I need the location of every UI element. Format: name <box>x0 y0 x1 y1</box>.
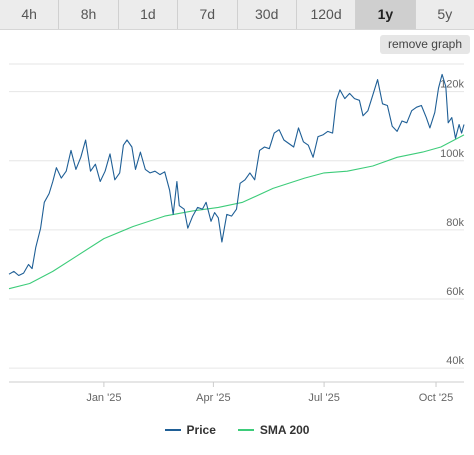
tab-120d[interactable]: 120d <box>296 0 357 29</box>
tab-30d[interactable]: 30d <box>237 0 297 29</box>
tab-5y[interactable]: 5y <box>415 0 474 29</box>
chart-legend: Price SMA 200 <box>0 421 474 439</box>
legend-item-price[interactable]: Price <box>164 423 216 437</box>
y-tick-label: 100k <box>440 148 464 160</box>
tab-4h[interactable]: 4h <box>0 0 60 29</box>
y-tick-label: 80k <box>446 217 464 229</box>
tab-1d[interactable]: 1d <box>118 0 179 29</box>
legend-label: SMA 200 <box>259 423 310 437</box>
tab-1y[interactable]: 1y <box>356 0 416 29</box>
x-tick-label: Jul '25 <box>308 392 339 404</box>
tab-7d[interactable]: 7d <box>178 0 238 29</box>
remove-graph-button[interactable]: remove graph <box>379 35 470 54</box>
x-tick-label: Oct '25 <box>419 392 454 404</box>
legend-item-sma-200[interactable]: SMA 200 <box>237 423 310 437</box>
legend-swatch <box>164 429 181 431</box>
price-line <box>8 73 465 277</box>
x-tick-label: Jan '25 <box>86 392 121 404</box>
timeframe-tabs: 4h 8h 1d 7d 30d 120d 1y 5y <box>0 0 474 30</box>
tab-8h[interactable]: 8h <box>59 0 119 29</box>
sma-200-line <box>8 134 465 290</box>
legend-swatch <box>237 429 254 431</box>
legend-label: Price <box>186 423 216 437</box>
y-tick-label: 60k <box>446 286 464 298</box>
y-tick-label: 40k <box>446 355 464 367</box>
x-tick-label: Apr '25 <box>196 392 231 404</box>
